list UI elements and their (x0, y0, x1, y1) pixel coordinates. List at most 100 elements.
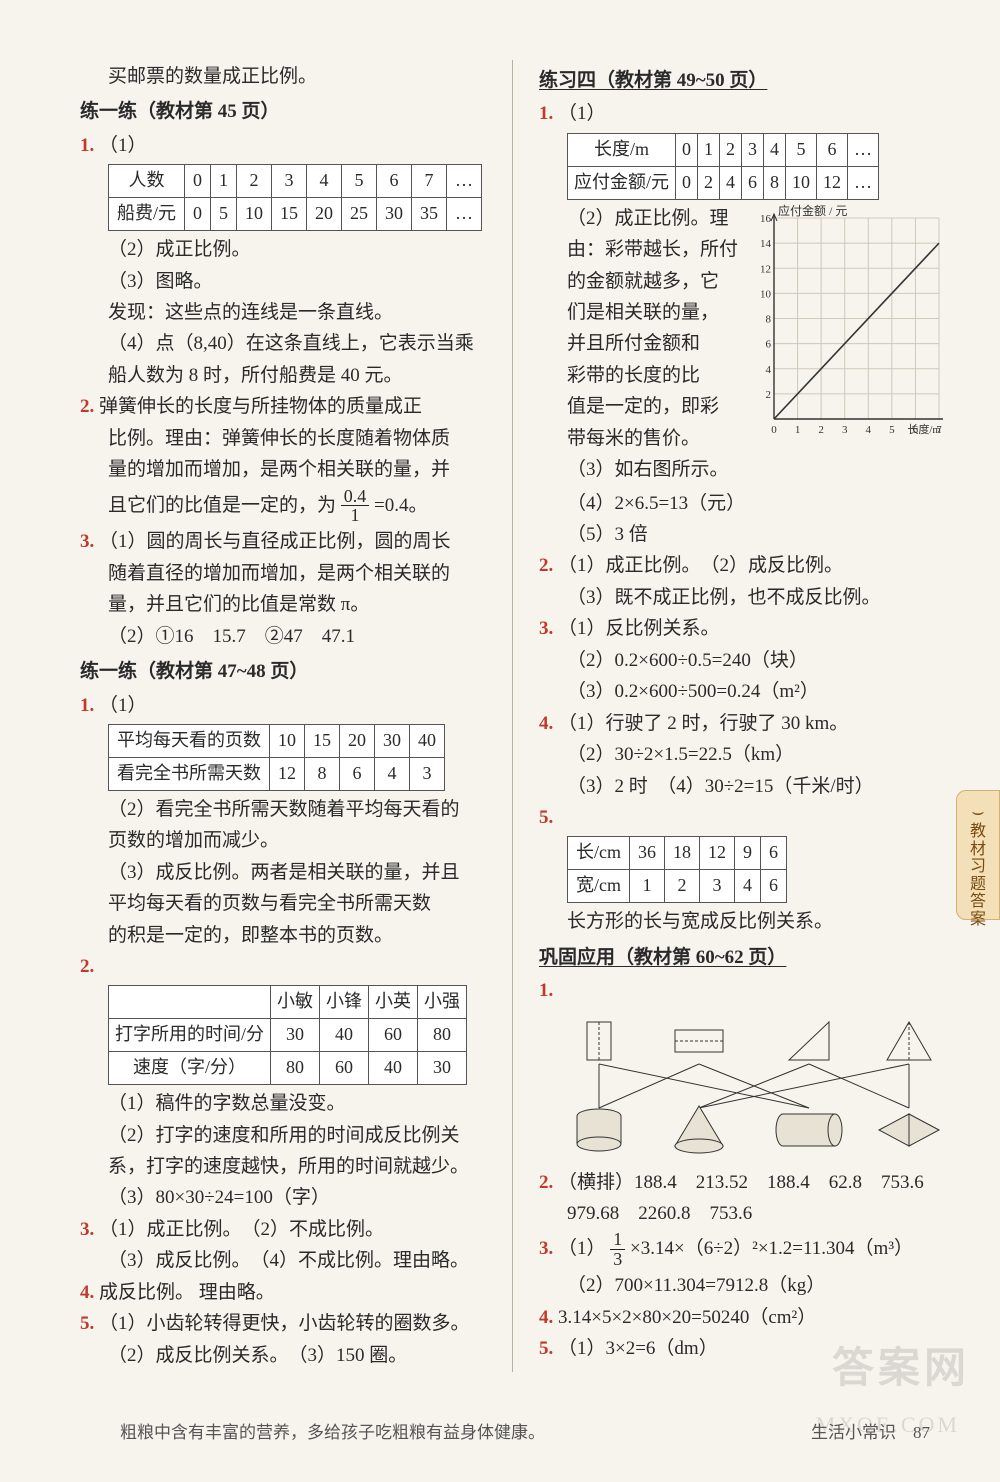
q2-l2: 比例。理由：弹簧伸长的长度随着物体质 (80, 424, 486, 453)
q2-l2: （3）既不成正比例，也不成反比例。 (539, 583, 945, 612)
cell: 2 (720, 133, 742, 166)
cell: 40 (410, 725, 445, 758)
svg-text:5: 5 (889, 424, 895, 436)
cell: 1 (698, 133, 720, 166)
text: （1）3×2=6（dm） (558, 1338, 718, 1359)
wrap-line: （3）如右图所示。 (539, 455, 945, 484)
table-pages-days: 平均每天看的页数 10 15 20 30 40 看完全书所需天数 12 8 6 … (108, 724, 445, 791)
q1-p5a: （4）点（8,40）在这条直线上，它表示当乘 (80, 329, 486, 358)
cell: 80 (418, 1019, 467, 1052)
q2-p2b: 系，打字的速度越快，所用的时间就越少。 (80, 1152, 486, 1181)
qnum: 5. (80, 1313, 94, 1334)
qnum: 3. (80, 1219, 94, 1240)
left-column: 买邮票的数量成正比例。 练一练（教材第 45 页） 1. （1） 人数 0 1 … (80, 60, 486, 1372)
cell: 9 (735, 837, 761, 870)
q1-47: 1. （1） (80, 691, 486, 720)
tab-char: 答 (957, 893, 999, 911)
svg-text:2: 2 (766, 389, 772, 401)
q1-p4: 发现：这些点的连线是一条直线。 (80, 298, 486, 327)
cell: 长度/m (568, 133, 676, 166)
cell: 4 (764, 133, 786, 166)
tab-char: 习 (957, 858, 999, 876)
right-column: 练习四（教材第 49~50 页） 1. （1） 长度/m 0 1 2 3 4 5… (539, 60, 945, 1372)
footer-tip: 粗粮中含有丰富的营养，多给孩子吃粗粮有益身体健康。 (120, 1420, 545, 1446)
table-row: 人数 0 1 2 3 4 5 6 7 … (109, 165, 482, 198)
text: 且它们的比值是一定的，为 (108, 494, 341, 515)
cell: 60 (369, 1019, 418, 1052)
table-row: 看完全书所需天数 12 8 6 4 3 (109, 757, 445, 790)
qnum: 1. (80, 135, 94, 156)
q1-p2a: （2）看完全书所需天数随着平均每天看的 (80, 795, 486, 824)
matching-diagram (559, 1012, 945, 1162)
cell: 速度（字/分） (109, 1052, 271, 1085)
svg-text:10: 10 (760, 288, 772, 300)
section-title-47: 练一练（教材第 47~48 页） (80, 657, 486, 686)
text: =0.4。 (374, 494, 427, 515)
q2-60: 2. （横排）188.4 213.52 188.4 62.8 753.6 (539, 1168, 945, 1197)
tab-char: 题 (957, 876, 999, 894)
cell: 25 (342, 198, 377, 231)
cell: 10 (786, 166, 817, 199)
watermark: 答案网 (832, 1337, 970, 1402)
fraction: 0.4 1 (341, 487, 370, 526)
section-title-60: 巩固应用（教材第 60~62 页） (539, 943, 945, 972)
q3-l2: （2）700×11.304=7912.8（kg） (539, 1271, 945, 1300)
qnum: 4. (539, 713, 553, 734)
cell: 18 (665, 837, 700, 870)
table-row: 平均每天看的页数 10 15 20 30 40 (109, 725, 445, 758)
qnum: 3. (539, 1238, 553, 1259)
cell: 4 (720, 166, 742, 199)
cell: 15 (272, 198, 307, 231)
cell: 30 (377, 198, 412, 231)
cell: 5 (211, 198, 237, 231)
q3-60: 3. （1） 1 3 ×3.14×（6÷2）²×1.2=11.304（m³） (539, 1230, 945, 1269)
cell: 应付金额/元 (568, 166, 676, 199)
cell: 30 (375, 725, 410, 758)
q5-l2: （2）成反比例关系。 （3）150 圈。 (80, 1341, 486, 1370)
cell: 2 (237, 165, 272, 198)
q1-p3c: 的积是一定的，即整本书的页数。 (80, 921, 486, 950)
fraction: 1 3 (610, 1230, 625, 1269)
text: 成反比例。 理由略。 (99, 1282, 275, 1303)
qnum: 4. (539, 1307, 553, 1328)
svg-text:2: 2 (818, 424, 824, 436)
cell: 小英 (369, 986, 418, 1019)
cell: 40 (369, 1052, 418, 1085)
q5-caption: 长方形的长与宽成反比例关系。 (539, 907, 945, 936)
svg-text:12: 12 (760, 263, 771, 275)
tab-icon: ⌣ (957, 801, 999, 823)
cell: 6 (340, 757, 375, 790)
q2-p3: （3）80×30÷24=100（字） (80, 1183, 486, 1212)
table-row: 长度/m 0 1 2 3 4 5 6 … (568, 133, 879, 166)
tab-char: 案 (957, 911, 999, 929)
cell: 6 (761, 870, 787, 903)
q1-p5: （5）3 倍 (539, 520, 945, 549)
cell: 打字所用的时间/分 (109, 1019, 271, 1052)
text: （1）行驶了 2 时，行驶了 30 km。 (558, 713, 848, 734)
q3-47: 3. （1）成正比例。 （2）不成比例。 (80, 1215, 486, 1244)
q1-60: 1. (539, 976, 945, 1005)
text: （1）圆的周长与直径成正比例，圆的周长 (99, 531, 451, 552)
cell: … (848, 133, 879, 166)
cell: 平均每天看的页数 (109, 725, 270, 758)
svg-text:0: 0 (771, 424, 777, 436)
cell: 4 (307, 165, 342, 198)
q4-l2: （2）30÷2×1.5=22.5（km） (539, 740, 945, 769)
cell: 0 (676, 133, 698, 166)
cell: 12 (270, 757, 305, 790)
cell: 小锋 (320, 986, 369, 1019)
q1-p2b: 页数的增加而减少。 (80, 826, 486, 855)
cell (109, 986, 271, 1019)
q1-p1: （1） (99, 135, 147, 156)
cell: 80 (271, 1052, 320, 1085)
table-row: 长/cm 36 18 12 9 6 (568, 837, 787, 870)
cell: … (447, 165, 482, 198)
page: 买邮票的数量成正比例。 练一练（教材第 45 页） 1. （1） 人数 0 1 … (0, 0, 1000, 1412)
q3-l2: （3）成反比例。 （4）不成比例。理由略。 (80, 1246, 486, 1275)
q3-l2: （2）0.2×600÷0.5=240（块） (539, 646, 945, 675)
q4-60: 4. 3.14×5×2×80×20=50240（cm²） (539, 1303, 945, 1332)
cell: 看完全书所需天数 (109, 757, 270, 790)
cell: 人数 (109, 165, 185, 198)
table-row: 小敏 小锋 小英 小强 (109, 986, 467, 1019)
q2-p1: （1）稿件的字数总量没变。 (80, 1089, 486, 1118)
